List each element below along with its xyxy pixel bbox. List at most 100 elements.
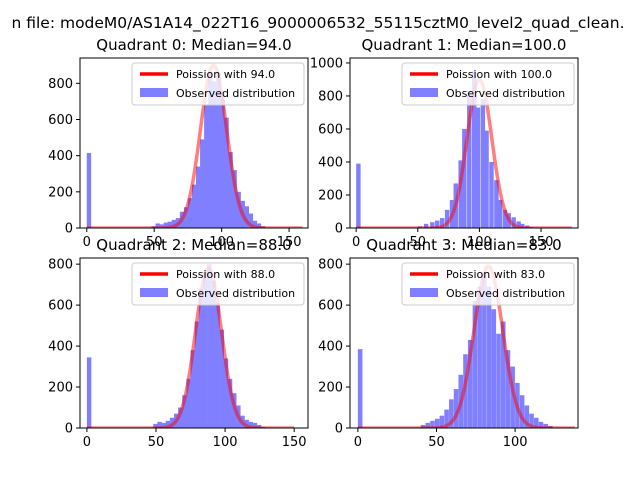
y-tick-label: 600 [48, 299, 73, 314]
histogram-bar [472, 301, 478, 428]
y-tick-label: 800 [48, 77, 73, 92]
legend-label-observed: Observed distribution [176, 287, 295, 300]
histogram-bar [220, 90, 225, 228]
x-tick-label: 0 [354, 435, 362, 450]
y-tick-label: 800 [318, 258, 343, 273]
histogram-bar [228, 152, 233, 228]
histogram-bar [533, 417, 539, 428]
histogram-bar [198, 288, 204, 428]
histogram-bar [356, 163, 361, 228]
histogram-bar [190, 350, 195, 428]
histogram-bar [439, 218, 445, 228]
subplot-title: Quadrant 2: Median=88.0 [96, 236, 291, 254]
histogram-bar [538, 421, 544, 428]
legend: Poission with 88.0 Observed distribution [131, 262, 305, 306]
histogram-bar [208, 72, 213, 228]
histogram-bar [543, 423, 548, 428]
y-tick-label: 800 [318, 89, 343, 104]
histogram-bar [496, 333, 501, 428]
x-tick-label: 0 [83, 435, 91, 450]
legend-bar-swatch [410, 288, 438, 297]
x-tick-label: 150 [277, 235, 302, 250]
y-tick-label: 200 [48, 185, 73, 200]
histogram-bar [475, 107, 481, 228]
histogram-bar [489, 161, 494, 228]
axes-frame [79, 57, 309, 229]
subplot-quadrant-3: 0 50 100 0 200 400 600 800 Poission with 83.0 Obs… [318, 236, 579, 450]
y-tick-label: 0 [65, 422, 73, 437]
x-tick-label: 100 [213, 435, 238, 450]
legend-bar-swatch [140, 88, 168, 97]
histogram-bar [219, 329, 224, 428]
histogram-bar [357, 349, 363, 428]
y-tick-label: 0 [335, 422, 343, 437]
y-tick-label: 200 [318, 381, 343, 396]
histogram-bar [165, 420, 171, 428]
histogram-bar [248, 213, 254, 228]
x-tick-label: 100 [467, 235, 492, 250]
histogram-bar [486, 286, 492, 428]
y-tick-label: 800 [48, 258, 73, 273]
histogram-bar [430, 222, 435, 228]
x-tick-label: 0 [352, 235, 360, 250]
histogram-bar [155, 223, 160, 228]
legend-label-fit: Poission with 94.0 [176, 68, 275, 81]
histogram-bar [497, 199, 503, 228]
legend-box [131, 262, 305, 306]
histogram-bar [244, 419, 249, 428]
subplot-quadrant-1: 0 50 100 150 0 200 400 600 800 1000 Poission with … [310, 36, 579, 250]
histogram-bar [482, 272, 487, 428]
legend-box [401, 62, 575, 106]
histogram-bar [236, 191, 241, 228]
histogram-bar [467, 339, 473, 428]
histogram-bar [232, 170, 237, 228]
histogram-bar [186, 378, 191, 428]
x-tick-label: 150 [529, 235, 554, 250]
histogram-bar [477, 286, 482, 428]
x-tick-label: 50 [146, 235, 163, 250]
x-tick-label: 50 [428, 435, 445, 450]
histogram-bar [435, 220, 440, 228]
histogram-bar [182, 395, 187, 428]
legend-label-fit: Poission with 88.0 [176, 268, 275, 281]
histogram-bar [171, 219, 177, 228]
histogram-bar [207, 264, 212, 428]
legend: Poission with 94.0 Observed distribution [131, 62, 305, 106]
subplot-quadrant-2: 0 50 100 150 0 200 400 600 800 Poission with 88.0… [48, 236, 309, 450]
histogram-bar [500, 321, 506, 428]
histogram-bar [86, 152, 92, 228]
histogram-bar [227, 378, 233, 428]
histogram-bar [502, 209, 508, 228]
histogram-bar [215, 303, 220, 428]
legend: Poission with 100.0 Observed distribution [401, 62, 575, 106]
histogram-bar [430, 420, 435, 428]
y-tick-label: 600 [48, 113, 73, 128]
histogram-bar [204, 105, 209, 228]
figure-title: n file: modeM0/AS1A14_022T16_9000006532_… [11, 14, 624, 33]
histogram-bar [163, 222, 169, 228]
histogram-bar [196, 166, 201, 228]
histogram-bar [212, 81, 217, 228]
histogram-bar [458, 160, 463, 228]
histogram-bar [444, 209, 450, 228]
y-tick-label: 600 [318, 299, 343, 314]
x-tick-label: 100 [209, 235, 234, 250]
histogram-bar [248, 421, 254, 428]
histogram-bar [491, 309, 497, 428]
subplot-title: Quadrant 1: Median=100.0 [362, 36, 567, 54]
legend: Poission with 83.0 Observed distribution [401, 262, 575, 306]
axes-frame [79, 257, 309, 429]
histogram-bar [472, 71, 477, 228]
subplot-title: Quadrant 3: Median=83.0 [366, 236, 561, 254]
y-tick-label: 0 [65, 222, 73, 237]
histogram-bar [519, 395, 525, 428]
histogram-bar [516, 221, 521, 228]
histogram-bar [200, 139, 205, 228]
legend-label-fit: Poission with 83.0 [446, 268, 545, 281]
histogram-bar [244, 206, 249, 228]
histogram-bar [211, 280, 216, 428]
legend-box [131, 62, 305, 106]
y-tick-label: 0 [335, 222, 343, 237]
